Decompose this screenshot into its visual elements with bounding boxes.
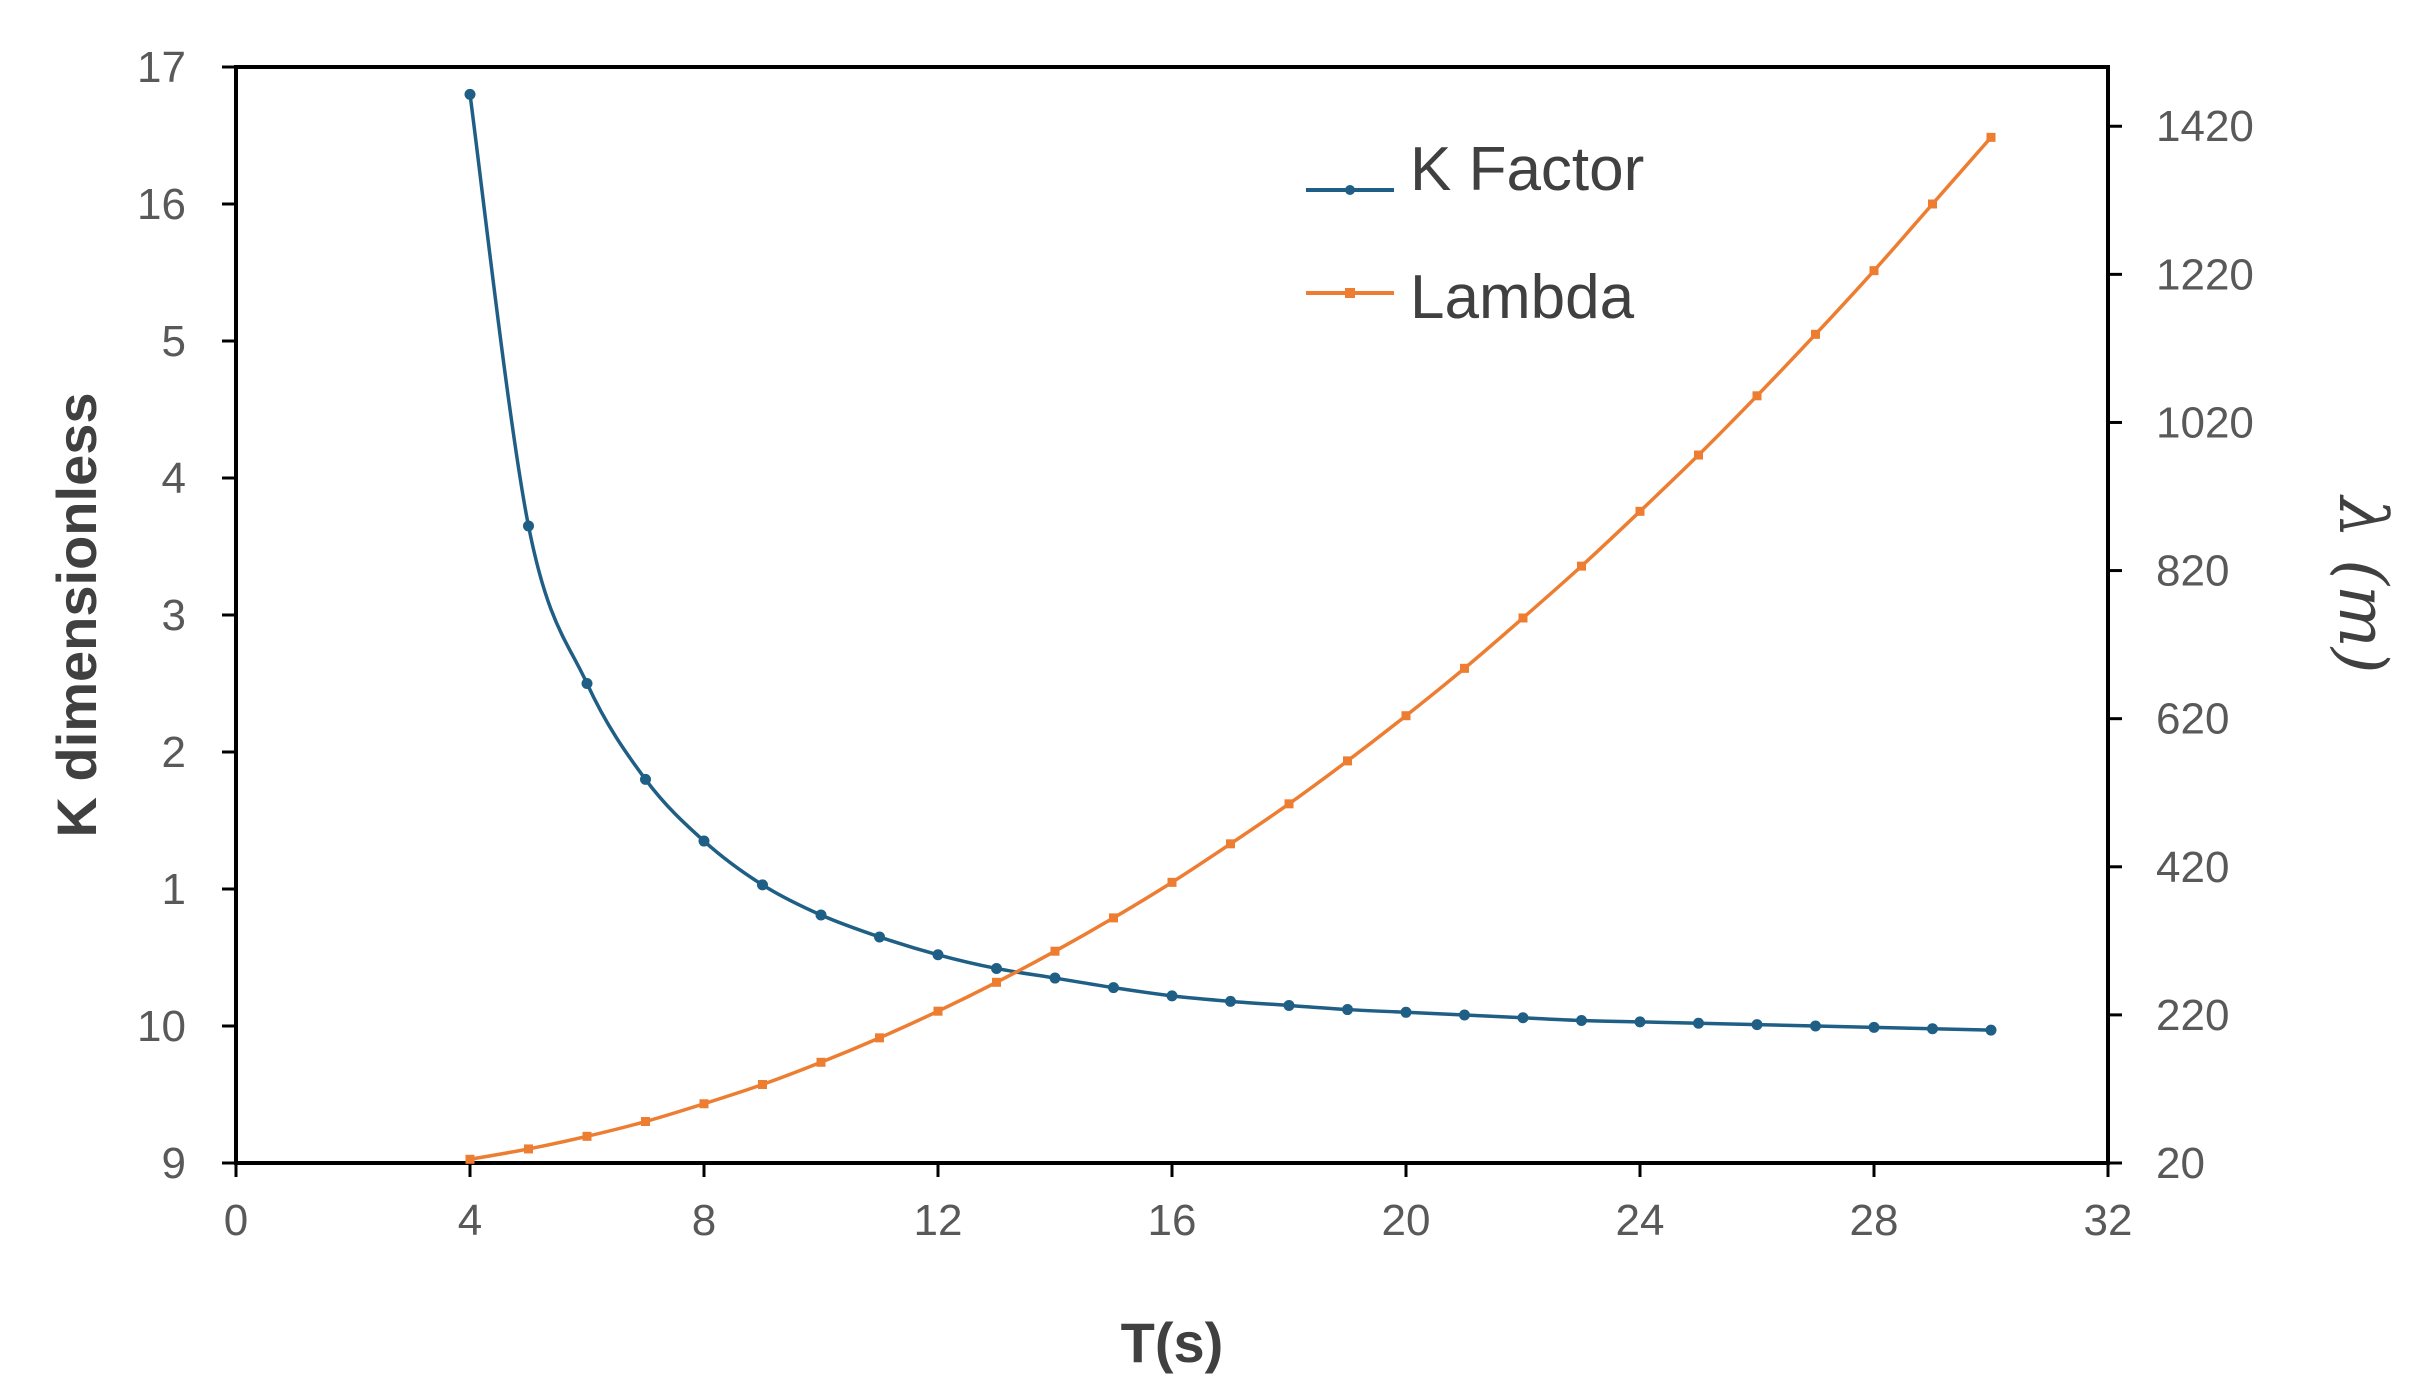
x-tick-label: 20 [1382,1196,1431,1245]
data-point-k-factor [815,909,827,921]
data-point-k-factor [464,88,476,100]
data-point-k-factor [1459,1009,1470,1021]
data-point-lambda [641,1117,650,1127]
right-axis-ticks: 20 220 420 620 820 1020 1220 1420 [2108,102,2254,1188]
data-point-k-factor [991,962,1002,974]
right-tick-label: 1020 [2156,398,2254,447]
data-point-lambda [1343,756,1352,766]
legend-lambda-marker [1345,288,1355,298]
data-point-lambda [1694,450,1703,460]
x-axis-ticks: 0 4 8 12 16 20 24 28 32 [224,1163,2133,1245]
data-point-lambda [1167,877,1177,887]
left-tick-label: 10 [137,1002,186,1051]
series-layer [464,88,1997,1164]
data-point-lambda [1518,613,1528,623]
data-point-k-factor [932,949,944,961]
data-point-k-factor [1225,995,1236,1007]
left-tick-label: 5 [162,317,186,366]
data-point-k-factor [1576,1015,1587,1027]
legend-k-factor-marker [1345,185,1355,195]
data-point-lambda [465,1154,475,1164]
left-axis-ticks: 17 16 5 4 3 2 1 10 9 [137,43,236,1188]
data-point-lambda [1460,663,1469,673]
right-tick-label: 420 [2156,843,2229,892]
x-tick-label: 16 [1148,1196,1197,1245]
data-point-lambda [1401,711,1411,721]
data-point-lambda [1109,913,1118,923]
x-tick-label: 32 [2084,1196,2133,1245]
data-point-lambda [1752,391,1762,401]
right-tick-label: 20 [2156,1139,2205,1188]
data-point-k-factor [1634,1016,1646,1028]
right-tick-label: 620 [2156,695,2229,744]
left-tick-label: 17 [137,43,186,92]
data-point-k-factor [1517,1012,1529,1024]
x-axis-title: T(s) [1121,1311,1224,1374]
data-point-k-factor [1166,990,1178,1002]
left-axis-title: K dimensionless [45,392,108,837]
data-point-lambda [524,1144,533,1154]
x-tick-label: 12 [914,1196,963,1245]
data-point-lambda [1226,839,1235,849]
left-tick-label: 3 [162,591,186,640]
right-tick-label: 1220 [2156,250,2254,299]
left-tick-label: 16 [137,180,186,229]
left-tick-label: 1 [162,865,186,914]
data-point-lambda [1811,329,1820,339]
series-line-k-factor [468,94,1992,1032]
data-point-lambda [875,1033,884,1043]
data-point-k-factor [757,879,768,891]
data-point-k-factor [874,931,885,943]
data-point-lambda [1635,506,1645,516]
x-tick-label: 0 [224,1196,248,1245]
data-point-k-factor [1108,982,1119,994]
left-tick-label: 4 [162,454,186,503]
right-tick-label: 820 [2156,547,2229,596]
data-point-lambda [992,977,1001,987]
data-point-k-factor [1751,1019,1763,1031]
legend: K Factor Lambda [1306,135,1644,332]
data-point-lambda [1284,799,1294,809]
data-point-lambda [933,1006,943,1016]
left-tick-label: 9 [162,1139,186,1188]
data-point-lambda [699,1099,709,1109]
data-point-k-factor [1342,1004,1353,1016]
data-point-lambda [1986,132,1996,142]
data-point-k-factor [1049,972,1061,984]
data-point-lambda [1928,199,1937,209]
right-axis-title: λ (m) [2324,494,2401,674]
data-point-lambda [758,1080,767,1090]
right-tick-label: 1420 [2156,102,2254,151]
data-point-k-factor [1927,1023,1938,1035]
data-point-k-factor [1693,1017,1704,1029]
right-tick-label: 220 [2156,991,2229,1040]
x-tick-label: 28 [1850,1196,1899,1245]
legend-lambda-label: Lambda [1410,263,1635,332]
data-point-k-factor [698,835,710,847]
x-tick-label: 24 [1616,1196,1665,1245]
data-point-k-factor [1985,1024,1997,1036]
legend-k-factor-label: K Factor [1410,135,1644,204]
data-point-k-factor [581,678,593,689]
data-point-k-factor [523,520,534,532]
data-point-lambda [1869,266,1879,276]
data-point-k-factor [1283,999,1295,1011]
data-point-k-factor [1868,1021,1880,1033]
data-point-k-factor [640,773,651,785]
x-tick-label: 8 [692,1196,716,1245]
data-point-lambda [1050,946,1060,956]
data-point-lambda [1577,561,1586,571]
left-tick-label: 2 [162,728,186,777]
x-tick-label: 4 [458,1196,482,1245]
data-point-k-factor [1810,1020,1821,1032]
data-point-k-factor [1400,1006,1412,1018]
data-point-lambda [582,1131,592,1141]
data-point-lambda [816,1057,826,1067]
